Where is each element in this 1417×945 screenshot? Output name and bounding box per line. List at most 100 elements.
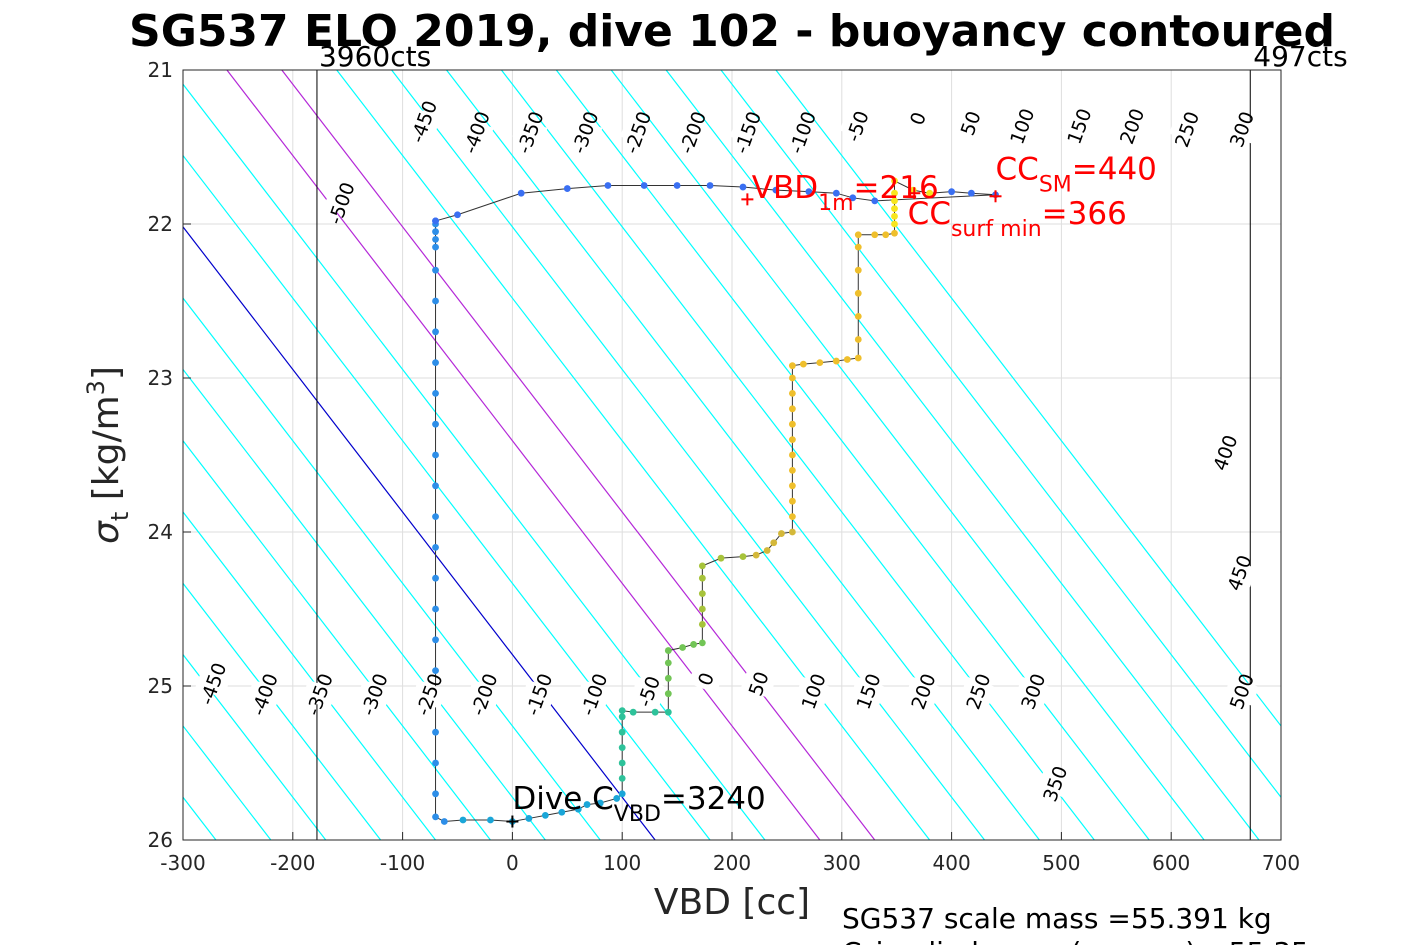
profile-point bbox=[541, 811, 549, 819]
x-tick-label: 100 bbox=[603, 851, 641, 875]
profile-point bbox=[664, 708, 672, 716]
profile-point bbox=[788, 420, 796, 428]
vbd_1m-label-value: =216 bbox=[854, 170, 939, 206]
profile-point bbox=[613, 795, 621, 802]
contour-line bbox=[665, 70, 1260, 840]
profile-point bbox=[706, 182, 714, 189]
profile-point bbox=[664, 659, 672, 667]
contour-label-bg bbox=[195, 669, 231, 699]
profile-point bbox=[618, 728, 626, 736]
contour-label-bg bbox=[1004, 111, 1040, 141]
profile-point bbox=[454, 211, 461, 219]
profile-point bbox=[604, 182, 612, 189]
count-marker-labels: 3960cts 497cts bbox=[319, 40, 1348, 73]
contour-line bbox=[183, 511, 437, 840]
count-markers bbox=[316, 70, 1251, 840]
cc_sm-label: CCSM=440 bbox=[996, 151, 1157, 197]
x-tick-label: 600 bbox=[1152, 851, 1190, 875]
profile-point bbox=[849, 194, 857, 202]
profile-point bbox=[763, 547, 771, 554]
profile-point bbox=[854, 354, 862, 362]
profile-point bbox=[854, 243, 862, 251]
profile-point bbox=[664, 690, 672, 698]
contour-line bbox=[183, 297, 601, 840]
contour-label-bg bbox=[1223, 114, 1259, 144]
contour-label-bg bbox=[900, 103, 936, 133]
profile-point bbox=[871, 197, 879, 205]
profile-point bbox=[770, 539, 778, 547]
profile-point bbox=[698, 590, 706, 597]
contour-label-bg bbox=[567, 117, 603, 147]
profile-point bbox=[618, 707, 626, 715]
profile-point bbox=[739, 183, 747, 191]
footer-line-1: SG537 scale mass =55.391 kg bbox=[842, 902, 1272, 935]
dive_c_vbd-label-value: =3240 bbox=[661, 781, 766, 817]
profile-point bbox=[558, 808, 566, 816]
x-axis-ticks: -300 -200 -100 0 100 200 300 400 500 600 700 bbox=[160, 832, 1300, 875]
contour-line bbox=[555, 70, 1150, 840]
dive_c_vbd-label-main: Dive C bbox=[512, 781, 613, 817]
profile-point bbox=[651, 708, 659, 716]
profile-point bbox=[698, 562, 706, 570]
footer-line-2: Cimplied mass (oneoon) =55.35 bbox=[842, 936, 1309, 945]
dive_c_vbd-label-sub: VBD bbox=[614, 802, 661, 827]
contour-label-bg bbox=[1207, 438, 1243, 468]
contour-label-bg bbox=[521, 679, 557, 709]
profile-point bbox=[698, 605, 706, 613]
contour-label-bg bbox=[688, 664, 724, 694]
y-axis-label-close: ] bbox=[86, 366, 127, 380]
x-tick-label: 300 bbox=[823, 851, 861, 875]
profile-point bbox=[739, 553, 747, 561]
cc_sm-label-sub: SM bbox=[1039, 172, 1072, 197]
contour-label-bg bbox=[631, 676, 667, 706]
contour-label-bg bbox=[1223, 676, 1259, 706]
profile-point bbox=[432, 790, 439, 798]
y-axis-label-prefix: σ bbox=[86, 520, 127, 544]
y-axis-ticks: 21 22 23 24 25 26 bbox=[148, 58, 191, 852]
contour-line bbox=[0, 70, 161, 840]
profile-point bbox=[948, 188, 955, 196]
contour-line bbox=[183, 439, 491, 840]
profile-point bbox=[788, 467, 796, 474]
profile-point bbox=[816, 359, 824, 366]
profile-point bbox=[967, 189, 975, 197]
contour-line-magenta bbox=[281, 70, 876, 840]
profile-point bbox=[788, 528, 796, 536]
profile-point bbox=[788, 482, 796, 490]
x-tick-label: 500 bbox=[1042, 851, 1080, 875]
profile-point bbox=[440, 818, 448, 825]
profile-point bbox=[788, 374, 796, 382]
profile-point bbox=[432, 759, 439, 767]
contour-line bbox=[446, 70, 1040, 840]
profile-point bbox=[525, 815, 533, 822]
profile-point bbox=[926, 189, 934, 197]
contour-line bbox=[336, 70, 931, 840]
cc_surf_min-label-value: =366 bbox=[1042, 196, 1127, 232]
contour-label-bg bbox=[795, 676, 831, 706]
contour-label-bg bbox=[458, 117, 494, 147]
profile-point bbox=[788, 497, 796, 505]
profile-point bbox=[891, 177, 898, 185]
profile-point bbox=[788, 451, 796, 459]
profile-point bbox=[432, 236, 439, 243]
profile-point bbox=[788, 513, 796, 520]
contour-label-bg bbox=[1221, 558, 1257, 588]
profile-point bbox=[854, 266, 862, 274]
profile-point bbox=[574, 805, 582, 813]
contour-label-bg bbox=[620, 117, 656, 147]
profile-point bbox=[854, 313, 862, 320]
cc_surf_min-label: CCsurf min=366 bbox=[908, 196, 1127, 242]
profile-point bbox=[432, 728, 439, 736]
profile-point bbox=[788, 436, 796, 443]
profile-point bbox=[788, 405, 796, 413]
profile-point bbox=[459, 816, 467, 824]
contour-label-bg bbox=[839, 111, 875, 141]
contour-line bbox=[391, 70, 986, 840]
buoyancy-contours bbox=[0, 70, 1281, 840]
profile-point bbox=[432, 328, 439, 336]
profile-point bbox=[664, 647, 672, 654]
profile-point bbox=[618, 790, 626, 798]
profile-point bbox=[698, 621, 706, 628]
contour-label-bg bbox=[905, 676, 941, 706]
profile-point bbox=[854, 289, 862, 297]
